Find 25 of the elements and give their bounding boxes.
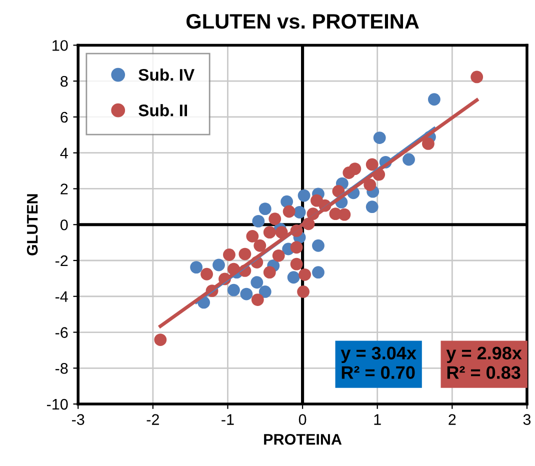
y-tick-label: 8 (60, 76, 68, 87)
y-tick-label: 2 (60, 184, 68, 194)
x-tick-label: 0 (298, 414, 306, 425)
x-tick-label: 2 (448, 414, 456, 425)
x-tick-label: -3 (72, 414, 84, 425)
y-tick-label: -8 (55, 363, 68, 374)
y-tick-label: -4 (55, 291, 68, 302)
y-tick-label: -10 (46, 398, 68, 410)
y-axis-title: GLUTEN (26, 194, 38, 256)
y-tick-label: 0 (60, 219, 68, 230)
x-axis-title: PROTEINA (264, 434, 342, 445)
legend-label: Sub. IV (138, 68, 194, 81)
y-tick-label: 6 (60, 112, 68, 123)
y-tick-label: -2 (55, 255, 68, 266)
annotation: y = 3.04x R² = 0.70 (340, 346, 416, 379)
legend-label: Sub. II (138, 104, 187, 116)
x-tick-label: 1 (374, 414, 381, 425)
x-tick-label: -1 (222, 414, 234, 425)
x-tick-label: 3 (523, 414, 531, 425)
x-tick-label: -2 (146, 414, 159, 425)
y-tick-label: 4 (60, 148, 68, 158)
y-tick-label: 10 (52, 40, 68, 51)
chart-title: GLUTEN vs. PROTEINA (186, 14, 419, 29)
y-tick-label: -6 (55, 327, 68, 338)
annotation: y = 2.98x R² = 0.83 (446, 346, 522, 379)
